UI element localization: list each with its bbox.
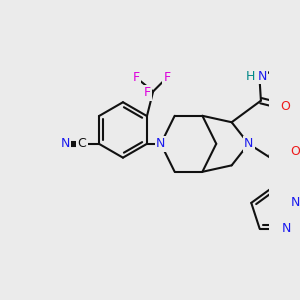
Text: N: N [290, 196, 300, 209]
Text: N: N [60, 137, 70, 150]
Text: O: O [290, 145, 300, 158]
Text: F: F [133, 71, 140, 84]
Text: N: N [282, 222, 292, 235]
Text: N: N [156, 137, 166, 150]
Text: H: H [245, 70, 255, 83]
Text: N: N [258, 70, 267, 83]
Text: N: N [244, 137, 253, 150]
Text: F: F [164, 71, 170, 84]
Text: O: O [280, 100, 290, 113]
Text: F: F [143, 86, 151, 100]
Text: C: C [78, 137, 86, 150]
